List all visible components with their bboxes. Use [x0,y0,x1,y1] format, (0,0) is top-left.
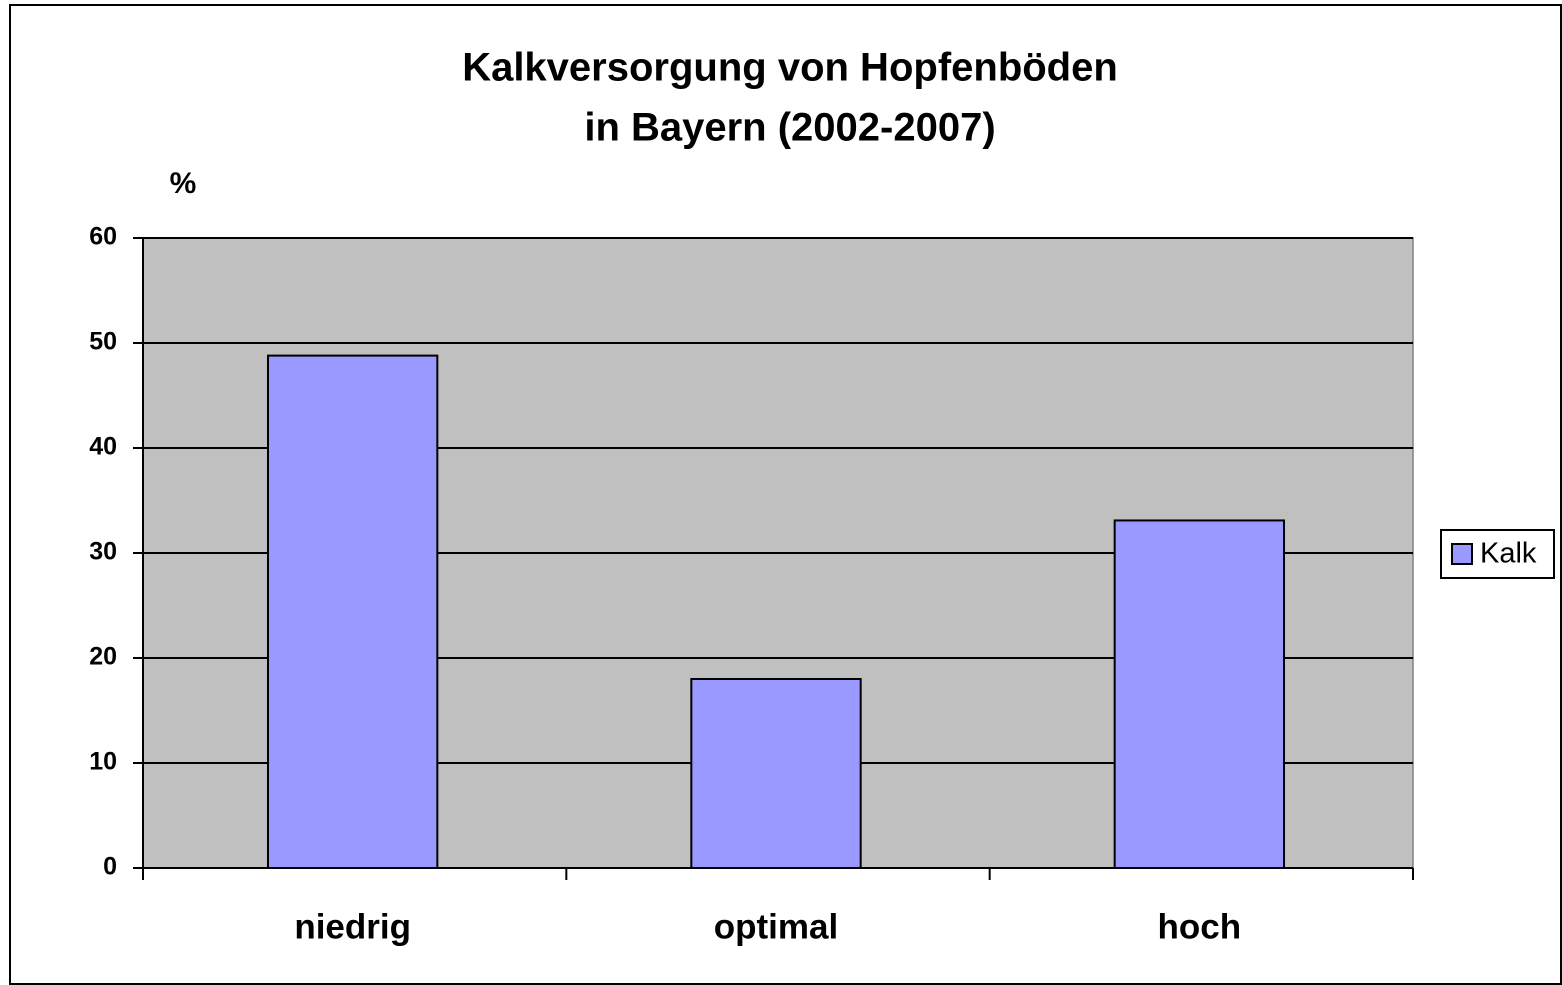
legend-label: Kalk [1480,538,1537,570]
y-axis-label: % [170,167,197,200]
x-tick-label: niedrig [294,907,411,946]
y-tick-label: 40 [89,433,117,461]
y-tick-label: 0 [103,853,117,881]
chart-title: in Bayern (2002-2007) [584,106,995,150]
bar [690,678,862,869]
y-tick-label: 60 [89,223,117,251]
x-tick-label: hoch [1158,907,1242,946]
chart-title: Kalkversorgung von Hopfenböden [462,46,1118,90]
legend-swatch [1451,543,1473,565]
y-tick-label: 50 [89,328,117,356]
x-tick-label: optimal [714,907,838,946]
bar [267,354,439,870]
y-tick-label: 20 [89,643,117,671]
y-tick-label: 30 [89,538,117,566]
bar [1113,519,1285,869]
y-tick-label: 10 [89,748,117,776]
